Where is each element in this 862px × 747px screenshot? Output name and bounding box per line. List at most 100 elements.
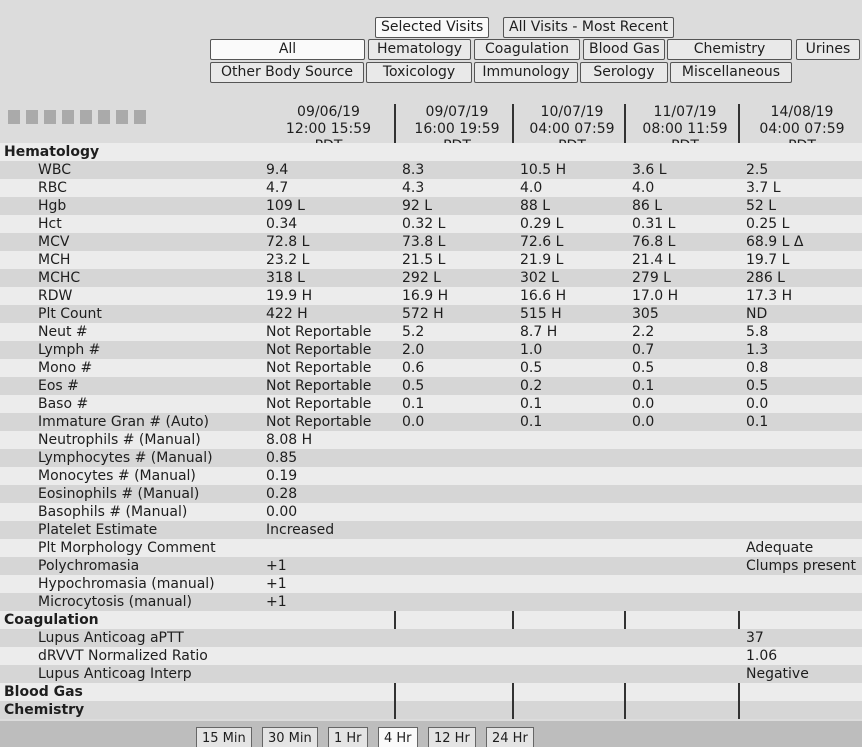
- test-label: Plt Morphology Comment: [38, 540, 216, 556]
- category-tab[interactable]: Chemistry: [667, 39, 792, 60]
- category-tab[interactable]: Urines: [796, 39, 860, 60]
- result-value: 72.6 L: [520, 234, 564, 250]
- result-row: MCH 23.2 L 21.5 L 21.9 L 21.4 L 19.7 L: [0, 251, 862, 269]
- result-value: 0.31 L: [632, 216, 676, 232]
- result-row: Lymph # Not Reportable 2.0 1.0 0.7 1.3: [0, 341, 862, 359]
- column-separator: [512, 104, 514, 174]
- column-separator: [394, 701, 396, 719]
- column-separator: [624, 611, 626, 629]
- result-value: 0.5: [632, 360, 655, 376]
- result-value: Not Reportable: [266, 414, 372, 430]
- result-value: 1.06: [746, 648, 778, 664]
- time-range-tab[interactable]: 30 Min: [262, 727, 318, 747]
- column-header: 16:00 19:59: [414, 121, 500, 137]
- result-value: 0.19: [266, 468, 298, 484]
- result-row: Neutrophils # (Manual) 8.08 H: [0, 431, 862, 449]
- result-row: Polychromasia +1 Clumps present: [0, 557, 862, 575]
- result-value: 0.0: [632, 414, 655, 430]
- visit-button[interactable]: All Visits - Most Recent: [503, 17, 675, 38]
- test-label: Plt Count: [38, 306, 102, 322]
- time-range-tab[interactable]: 24 Hr: [486, 727, 534, 747]
- result-value: 0.5: [402, 378, 425, 394]
- result-value: 0.1: [520, 414, 543, 430]
- category-tab[interactable]: Coagulation: [474, 39, 580, 60]
- result-row: Plt Morphology Comment Adequate: [0, 539, 862, 557]
- category-tab[interactable]: Hematology: [368, 39, 471, 60]
- test-label: Eosinophils # (Manual): [38, 486, 200, 502]
- category-tab[interactable]: Miscellaneous: [670, 62, 792, 83]
- result-value: 0.1: [746, 414, 769, 430]
- test-label: WBC: [38, 162, 71, 178]
- column-separator: [512, 683, 514, 701]
- result-value: 9.4: [266, 162, 289, 178]
- result-row: dRVVT Normalized Ratio 1.06: [0, 647, 862, 665]
- result-value: Adequate: [746, 540, 814, 556]
- time-range-tab[interactable]: 4 Hr: [378, 727, 418, 747]
- section-row: Coagulation: [0, 611, 862, 629]
- time-range-tab[interactable]: 1 Hr: [328, 727, 368, 747]
- result-row: Plt Count 422 H 572 H 515 H 305 ND: [0, 305, 862, 323]
- result-value: Increased: [266, 522, 335, 538]
- category-tab[interactable]: Other Body Source: [210, 62, 364, 83]
- result-row: Hypochromasia (manual) +1: [0, 575, 862, 593]
- test-label: MCHC: [38, 270, 81, 286]
- category-tab[interactable]: Immunology: [474, 62, 578, 83]
- test-label: Neut #: [38, 324, 88, 340]
- column-header: 09/06/19: [297, 104, 360, 120]
- result-row: Lupus Anticoag aPTT 37: [0, 629, 862, 647]
- result-value: 37: [746, 630, 764, 646]
- column-separator: [624, 683, 626, 701]
- result-value: 0.5: [746, 378, 769, 394]
- result-value: 3.6 L: [632, 162, 667, 178]
- result-value: 86 L: [632, 198, 663, 214]
- result-value: 1.3: [746, 342, 769, 358]
- result-value: 17.0 H: [632, 288, 679, 304]
- result-value: 4.7: [266, 180, 289, 196]
- result-value: 16.6 H: [520, 288, 567, 304]
- test-label: Hct: [38, 216, 62, 232]
- test-label: MCH: [38, 252, 71, 268]
- result-row: MCV 72.8 L 73.8 L 72.6 L 76.8 L 68.9 L Δ: [0, 233, 862, 251]
- test-label: dRVVT Normalized Ratio: [38, 648, 208, 664]
- category-tab[interactable]: Serology: [580, 62, 668, 83]
- result-value: 279 L: [632, 270, 671, 286]
- column-separator: [624, 701, 626, 719]
- test-label: Lymph #: [38, 342, 101, 358]
- result-row: Monocytes # (Manual) 0.19: [0, 467, 862, 485]
- column-separator: [738, 701, 740, 719]
- test-label: Lupus Anticoag aPTT: [38, 630, 184, 646]
- section-row: Hematology: [0, 143, 862, 161]
- column-header: 10/07/19: [540, 104, 604, 120]
- section-title: Coagulation: [4, 612, 99, 628]
- test-label: Immature Gran # (Auto): [38, 414, 209, 430]
- result-row: RBC 4.7 4.3 4.0 4.0 3.7 L: [0, 179, 862, 197]
- column-header: 11/07/19: [653, 104, 717, 120]
- result-row: WBC 9.4 8.3 10.5 H 3.6 L 2.5: [0, 161, 862, 179]
- column-separator: [512, 611, 514, 629]
- result-row: Eosinophils # (Manual) 0.28: [0, 485, 862, 503]
- result-value: 17.3 H: [746, 288, 793, 304]
- result-value: 19.9 H: [266, 288, 313, 304]
- result-value: 5.8: [746, 324, 769, 340]
- test-label: Neutrophils # (Manual): [38, 432, 201, 448]
- column-separator: [738, 104, 740, 174]
- test-label: MCV: [38, 234, 70, 250]
- category-tab[interactable]: All: [210, 39, 365, 60]
- result-value: 0.85: [266, 450, 298, 466]
- category-tab[interactable]: Toxicology: [366, 62, 472, 83]
- category-tab[interactable]: Blood Gas: [583, 39, 665, 60]
- test-label: Eos #: [38, 378, 79, 394]
- result-value: 23.2 L: [266, 252, 310, 268]
- result-value: 109 L: [266, 198, 305, 214]
- test-label: Lupus Anticoag Interp: [38, 666, 192, 682]
- result-value: 0.0: [632, 396, 655, 412]
- time-range-tab[interactable]: 15 Min: [196, 727, 252, 747]
- result-value: 572 H: [402, 306, 444, 322]
- column-header: 14/08/19: [770, 104, 834, 120]
- result-row: Lupus Anticoag Interp Negative: [0, 665, 862, 683]
- visit-button[interactable]: Selected Visits: [375, 17, 490, 38]
- result-value: 0.2: [520, 378, 543, 394]
- result-row: RDW 19.9 H 16.9 H 16.6 H 17.0 H 17.3 H: [0, 287, 862, 305]
- time-range-tab[interactable]: 12 Hr: [428, 727, 476, 747]
- column-header: 04:00 07:59: [529, 121, 615, 137]
